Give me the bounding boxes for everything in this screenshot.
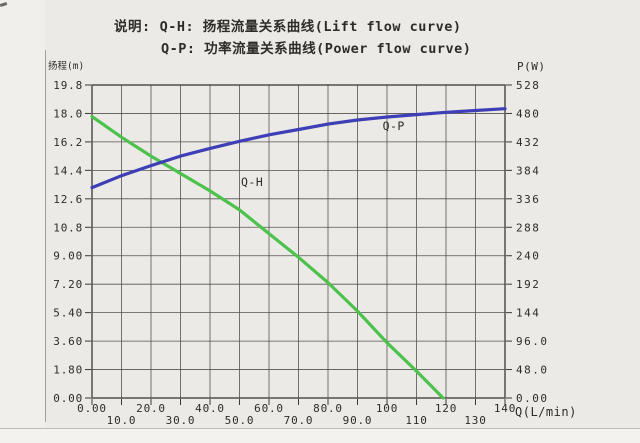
- x-axis-tick-label: 120: [435, 402, 457, 415]
- y-right-tick-label: 48.0: [516, 364, 549, 377]
- plot-border: [91, 84, 506, 399]
- curve-q-h: [90, 114, 445, 400]
- y-right-tick-label: 432: [516, 136, 540, 149]
- x-axis-tick-label: 50.0: [225, 414, 255, 427]
- curve-label-q-p: Q-P: [383, 119, 405, 133]
- note-prefix: 说明:: [114, 19, 151, 35]
- y-left-tick-label: 18.0: [53, 107, 83, 120]
- y-left-tick-label: 3.60: [53, 335, 83, 348]
- y-right-tick-label: 528: [516, 79, 540, 92]
- y-left-tick-label: 9.00: [53, 250, 83, 263]
- y-left-tick-label: 5.40: [53, 307, 83, 320]
- y-left-tick-label: 1.80: [53, 364, 83, 377]
- chart-legend-note: 说明: Q-H: 扬程流量关系曲线(Lift flow curve) Q-P: …: [114, 16, 471, 60]
- x-axis-tick-label: 130: [464, 414, 486, 427]
- y-left-tick-label: 16.2: [53, 136, 83, 149]
- x-axis-tick-label: 0.00: [77, 402, 107, 415]
- y-right-tick-label: 96.0: [516, 335, 549, 348]
- note-line1-lift-curve: Q-H: 扬程流量关系曲线(Lift flow curve): [159, 19, 462, 35]
- y-right-tick-label: 240: [516, 250, 540, 263]
- y-left-tick-label: 10.8: [53, 221, 83, 234]
- y-right-tick-label: 480: [516, 107, 540, 120]
- y-right-axis-title: P(W): [517, 60, 546, 73]
- y-right-tick-label: 0.00: [516, 392, 549, 405]
- x-axis-title: Q(L/min): [515, 405, 577, 419]
- x-axis-tick-label: 10.0: [107, 414, 137, 427]
- curve-label-q-h: Q-H: [241, 175, 263, 189]
- y-right-tick-label: 336: [516, 193, 540, 206]
- y-right-tick-label: 384: [516, 164, 540, 177]
- x-axis-tick-label: 70.0: [284, 414, 314, 427]
- y-left-tick-label: 12.6: [53, 193, 83, 206]
- x-axis-tick-label: 110: [405, 414, 427, 427]
- note-line2-power-curve: Q-P: 功率流量关系曲线(Power flow curve): [161, 41, 472, 57]
- x-axis-tick-label: 140: [494, 402, 516, 415]
- y-right-tick-label: 288: [516, 221, 540, 234]
- y-left-tick-label: 0.00: [53, 392, 83, 405]
- x-axis-tick-label: 60.0: [254, 402, 284, 415]
- x-axis-tick-label: 90.0: [343, 414, 373, 427]
- x-axis-tick-label: 40.0: [195, 402, 225, 415]
- y-left-tick-label: 14.4: [53, 164, 83, 177]
- curve-q-p: [90, 107, 507, 190]
- x-axis-tick-label: 100: [376, 402, 398, 415]
- x-axis-tick-label: 20.0: [136, 402, 166, 415]
- scan-bottom-strip: [0, 428, 640, 443]
- y-right-tick-label: 144: [516, 307, 540, 320]
- x-axis-tick-label: 80.0: [313, 402, 343, 415]
- scan-left-strip: [0, 0, 45, 443]
- y-right-tick-label: 192: [516, 278, 540, 291]
- scan-vertical-line-artifact: [45, 50, 46, 422]
- y-left-tick-label: 7.20: [53, 278, 83, 291]
- y-left-tick-label: 19.8: [53, 79, 83, 92]
- y-left-axis-title: 扬程(m): [48, 60, 84, 72]
- x-axis-tick-label: 30.0: [166, 414, 196, 427]
